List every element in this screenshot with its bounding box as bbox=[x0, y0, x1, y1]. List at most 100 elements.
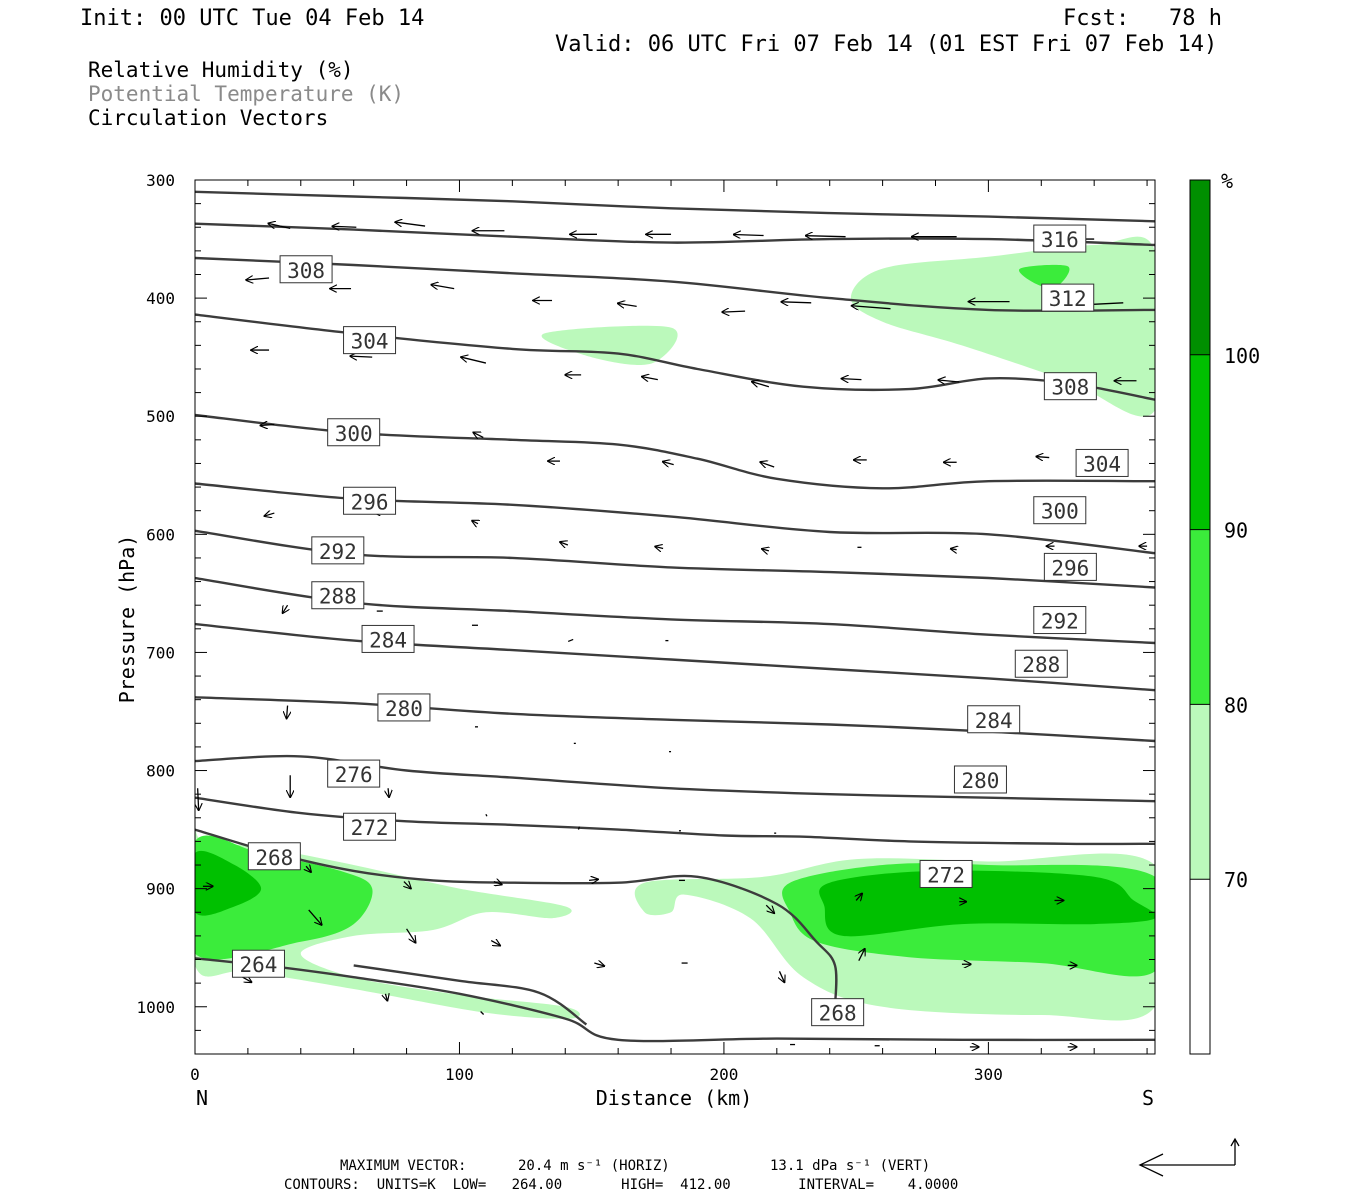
rh-region-70-3 bbox=[541, 325, 678, 365]
circulation-vector bbox=[760, 462, 775, 467]
colorbar-segment bbox=[1190, 180, 1210, 355]
theta-label-text: 268 bbox=[255, 846, 293, 870]
theta-label-box bbox=[343, 326, 397, 355]
theta-contour-312-1 bbox=[195, 222, 1155, 247]
circulation-vector bbox=[283, 604, 288, 613]
theta-label-text: 304 bbox=[1083, 452, 1121, 476]
theta-label-text: 316 bbox=[1041, 228, 1079, 252]
theta-label: 284 bbox=[361, 624, 415, 653]
circulation-vector bbox=[332, 226, 357, 227]
colorbar-frame bbox=[1189, 179, 1211, 1055]
circulation-vector bbox=[388, 788, 389, 797]
circulation-vector bbox=[461, 357, 487, 364]
y-tick-label: 900 bbox=[146, 880, 175, 899]
circulation-vectors bbox=[198, 222, 1148, 1047]
theta-label-text: 288 bbox=[1022, 653, 1060, 677]
circulation-vector bbox=[473, 432, 484, 437]
colorbar-unit-label: % bbox=[1221, 169, 1233, 193]
theta-label-text: 284 bbox=[975, 709, 1013, 733]
y-tick-label: 300 bbox=[146, 171, 175, 190]
theta-label-text: 300 bbox=[1041, 500, 1079, 524]
circulation-vector bbox=[594, 963, 604, 966]
theta-label: 296 bbox=[1043, 552, 1097, 581]
circulation-vector bbox=[762, 549, 769, 551]
theta-label-text: 272 bbox=[927, 863, 965, 887]
theta-label: 308 bbox=[279, 255, 333, 284]
theta-label: 288 bbox=[1014, 649, 1068, 678]
circulation-vector bbox=[938, 380, 960, 382]
max-vector-horiz: 20.4 m s⁻¹ (HORIZ) bbox=[518, 1158, 670, 1174]
theta-contour-316 bbox=[195, 190, 1155, 223]
theta-label: 300 bbox=[327, 418, 381, 447]
rh-region-80-0 bbox=[195, 835, 373, 960]
circulation-vector bbox=[395, 222, 426, 226]
colorbar-level-label: 70 bbox=[1224, 868, 1248, 892]
circulation-vector bbox=[268, 223, 291, 230]
theta-label: 292 bbox=[1033, 606, 1087, 635]
theta-label-box bbox=[1033, 224, 1087, 253]
x-tick-label: 100 bbox=[445, 1065, 474, 1084]
colorbar-segment bbox=[1190, 879, 1210, 1054]
theta-contour-264-13 bbox=[195, 957, 1155, 1043]
valid-time: Valid: 06 UTC Fri 07 Feb 14 (01 EST Fri … bbox=[555, 32, 1218, 57]
theta-label: 300 bbox=[1033, 496, 1087, 525]
theta-label-box bbox=[1033, 496, 1087, 525]
circulation-vector bbox=[577, 826, 581, 830]
theta-label-text: 288 bbox=[319, 585, 357, 609]
y-tick-label: 400 bbox=[146, 289, 175, 308]
theta-label-box bbox=[279, 255, 333, 284]
circulation-vector bbox=[642, 377, 658, 380]
circulation-vector bbox=[765, 904, 774, 913]
theta-label-text: 300 bbox=[335, 422, 373, 446]
theta-contour-284-8 bbox=[195, 622, 1155, 692]
theta-label: 296 bbox=[343, 486, 397, 515]
y-tick-label: 800 bbox=[146, 762, 175, 781]
circulation-vector bbox=[198, 788, 199, 810]
theta-label: 264 bbox=[231, 949, 285, 978]
theta-label: 280 bbox=[377, 693, 431, 722]
theta-label-text: 268 bbox=[819, 1002, 857, 1026]
circulation-vector bbox=[852, 306, 891, 309]
circulation-vector bbox=[663, 462, 674, 465]
theta-label: 272 bbox=[343, 812, 397, 841]
circulation-vector bbox=[841, 379, 862, 380]
reference-vector-icon bbox=[1138, 1137, 1240, 1177]
theta-label-box bbox=[231, 949, 285, 978]
circulation-vector bbox=[480, 1011, 485, 1015]
circulation-vector bbox=[264, 513, 275, 516]
theta-label-box bbox=[1033, 606, 1087, 635]
colorbar-segment bbox=[1190, 354, 1210, 530]
x-tick-label: 0 bbox=[190, 1065, 200, 1084]
legend-rh: Relative Humidity (%) bbox=[88, 58, 354, 82]
theta-label-box bbox=[1043, 552, 1097, 581]
x-left-end-label: N bbox=[196, 1086, 208, 1110]
theta-label: 280 bbox=[953, 765, 1007, 794]
rh-region-70-2 bbox=[850, 236, 1155, 417]
circulation-vector bbox=[951, 549, 957, 550]
theta-label-text: 276 bbox=[335, 763, 373, 787]
theta-label: 304 bbox=[343, 326, 397, 355]
colorbar-level-label: 80 bbox=[1224, 693, 1248, 717]
theta-label: 288 bbox=[311, 581, 365, 610]
colorbar-segment bbox=[1190, 529, 1210, 705]
theta-label-text: 296 bbox=[351, 490, 389, 514]
max-vector-vert: 13.1 dPa s⁻¹ (VERT) bbox=[770, 1158, 931, 1174]
theta-label-box bbox=[1014, 649, 1068, 678]
circulation-vector bbox=[246, 278, 270, 280]
theta-label-text: 308 bbox=[1051, 376, 1089, 400]
theta-label-text: 296 bbox=[1051, 556, 1089, 580]
theta-label: 268 bbox=[811, 998, 865, 1027]
circulation-vector bbox=[308, 909, 322, 925]
circulation-vector bbox=[260, 424, 275, 425]
theta-contour-276-10 bbox=[195, 754, 1155, 803]
theta-label: 292 bbox=[311, 536, 365, 565]
theta-label: 308 bbox=[1043, 372, 1097, 401]
theta-contour-308-2 bbox=[195, 256, 1155, 312]
theta-label-box bbox=[811, 998, 865, 1027]
circulation-vector bbox=[490, 941, 500, 946]
theta-label-text: 264 bbox=[240, 953, 278, 977]
legend-vectors: Circulation Vectors bbox=[88, 106, 329, 130]
theta-contour-272-11 bbox=[195, 796, 1155, 846]
theta-label-box bbox=[1043, 372, 1097, 401]
